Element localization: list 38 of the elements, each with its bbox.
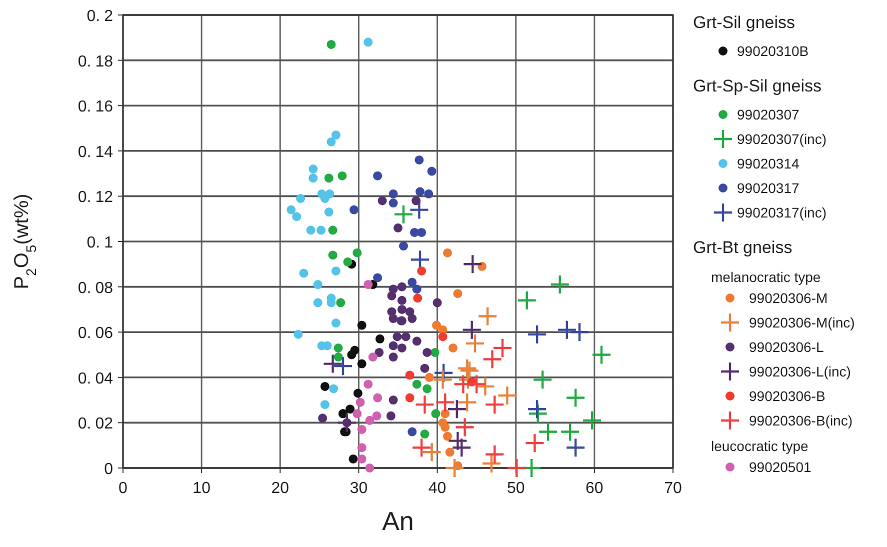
legend-label: 99020306-L(inc) — [749, 364, 851, 380]
y-tick-label: 0. 16 — [78, 98, 114, 116]
y-tick-label: 0. 12 — [78, 189, 114, 206]
legend-label: 99020306-M(inc) — [749, 314, 855, 330]
legend-label: 99020306-B(inc) — [749, 412, 853, 428]
y-tick-label: 0. 2 — [86, 8, 114, 25]
text: Grt-Bt gneiss — [693, 238, 792, 257]
legend-label: 99020306-B — [749, 388, 826, 404]
y-tick-label: 0. 08 — [78, 280, 114, 297]
x-tick-label: 50 — [506, 480, 525, 497]
y-tick-label: 0. 02 — [78, 416, 114, 433]
x-tick-label: 70 — [664, 480, 682, 497]
text: Grt-Sp-Sil gneiss — [693, 76, 822, 96]
x-tick-label: 20 — [271, 480, 290, 497]
text: leucocratic type — [711, 438, 808, 454]
legend-label: 99020306-L — [749, 339, 824, 355]
legend-label: 99020307(inc) — [737, 131, 827, 147]
x-tick-label: 40 — [428, 480, 446, 497]
text: Grt-Sil gneiss — [693, 13, 796, 32]
x-tick-label: 10 — [192, 480, 211, 497]
y-tick-label: 0. 14 — [78, 144, 114, 161]
x-axis-title: An — [382, 506, 414, 536]
legend-label: 99020306-M — [749, 290, 828, 306]
x-tick-label: 60 — [586, 480, 604, 497]
x-tick-label: 30 — [350, 480, 368, 497]
legend-label: 99020314 — [737, 156, 800, 172]
legend-label: 99020307 — [737, 106, 800, 122]
y-tick-label: 0. 06 — [78, 325, 114, 342]
legend-label: 99020317 — [737, 180, 800, 196]
y-tick-label: 0 — [104, 461, 114, 478]
y-tick-label: 0. 18 — [78, 53, 114, 70]
legend-label: 99020310B — [737, 43, 809, 59]
legend-label: 99020317(inc) — [737, 204, 827, 220]
y-tick-label: 0. 1 — [86, 234, 114, 252]
x-tick-label: 0 — [118, 480, 128, 497]
text: melanocratic type — [711, 269, 821, 285]
legend-label: 99020501 — [749, 459, 812, 475]
y-tick-label: 0. 04 — [78, 370, 114, 388]
